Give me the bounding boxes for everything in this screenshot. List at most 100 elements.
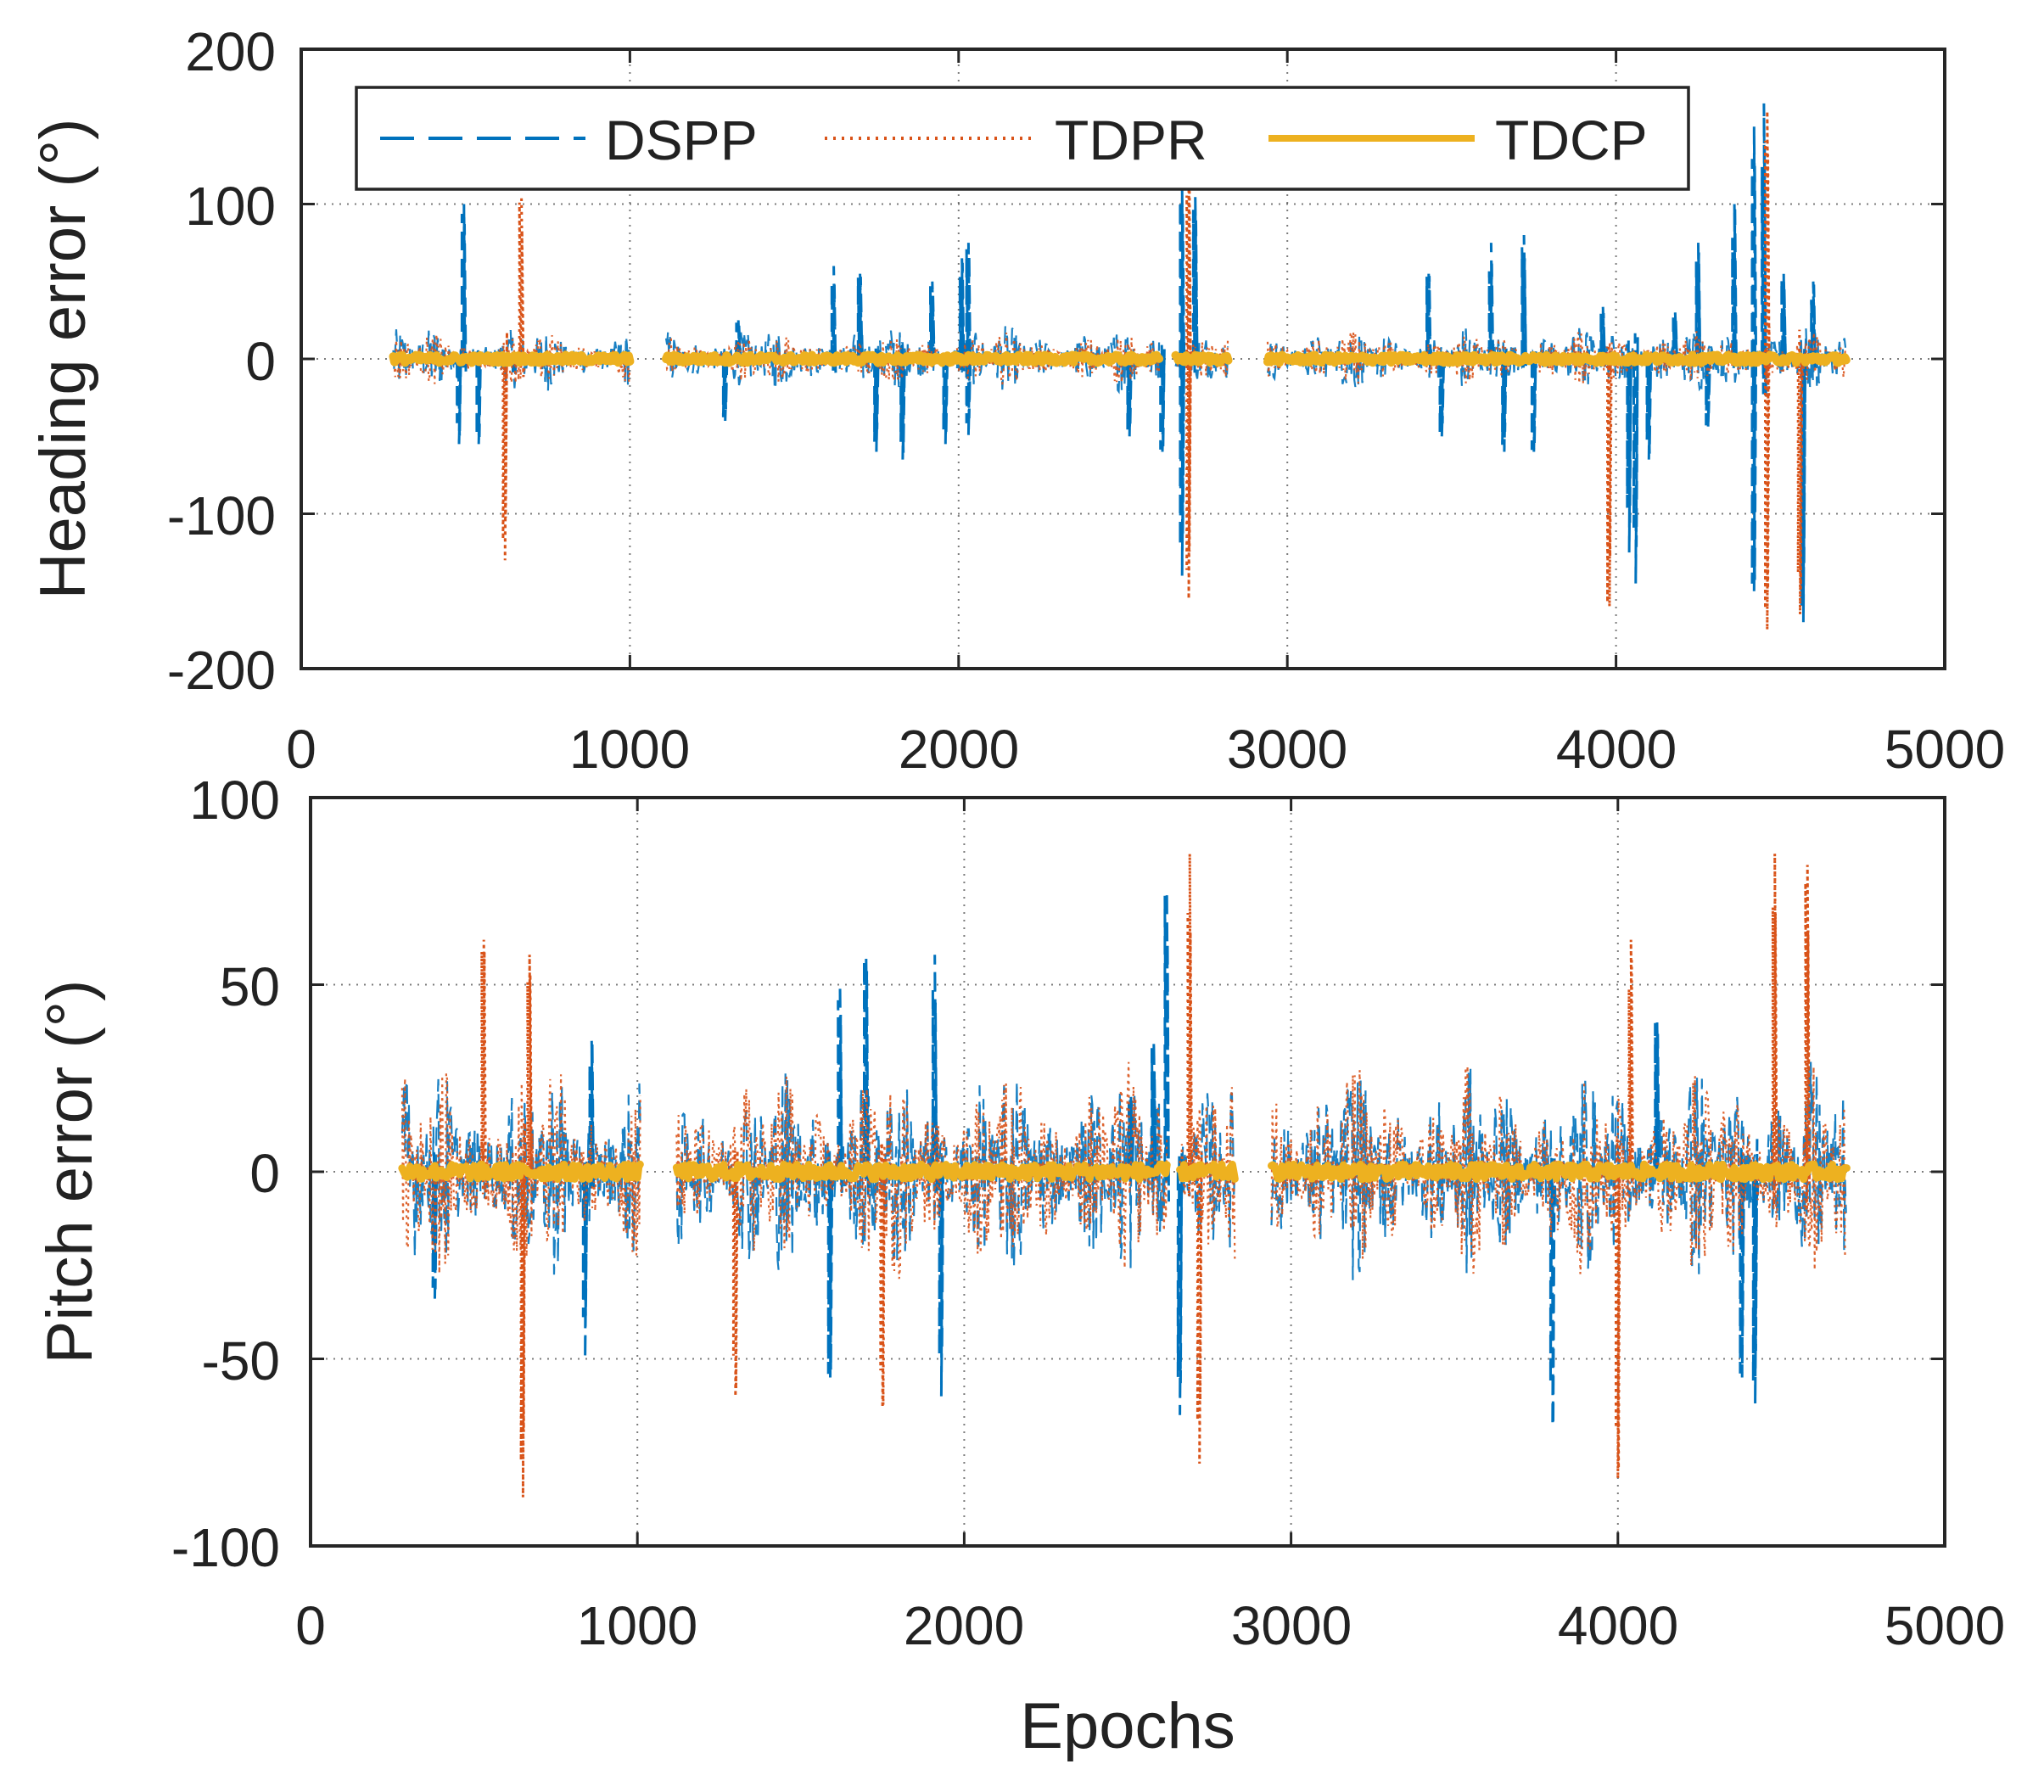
series-tdcp-trace	[1171, 350, 1233, 367]
series-dspp-spike	[1731, 204, 1738, 368]
series-dspp-spike	[942, 355, 949, 445]
series-dspp-spike	[1645, 354, 1653, 460]
series-dspp-spike	[1750, 348, 1758, 591]
series-tdpr-spike	[1606, 344, 1613, 608]
top-xtick-label: 3000	[1227, 719, 1347, 780]
series-dspp-spike	[1159, 344, 1166, 452]
series-tdpr-trace	[1179, 1087, 1236, 1259]
bottom-ylabel: Pitch error (°)	[34, 980, 106, 1364]
series-tdpr-spike	[879, 1142, 886, 1408]
series-dspp-spike	[1694, 243, 1702, 367]
series-dspp-spike	[460, 204, 468, 376]
series-dspp-spike	[1501, 348, 1508, 452]
series-dspp-spike	[475, 350, 482, 445]
series-tdpr-trace	[1270, 1066, 1847, 1274]
series-dspp-spike	[929, 281, 936, 365]
top-xtick-label: 5000	[1884, 719, 2005, 780]
series-dspp-spike	[1739, 1146, 1745, 1378]
bottom-ytick-label: 0	[249, 1143, 280, 1204]
series-dspp-spike	[938, 1160, 945, 1397]
series-dspp-spike	[1487, 243, 1495, 364]
top-ytick-label: 100	[185, 176, 276, 237]
bottom-xlabel: Epochs	[1020, 1690, 1235, 1762]
series-tdcp-trace	[1263, 350, 1851, 367]
series-tdpr-spike	[480, 939, 487, 1201]
series-tdcp-trace	[398, 1160, 644, 1183]
series-dspp-spike	[1599, 305, 1606, 367]
bottom-xtick-label: 5000	[1884, 1595, 2005, 1656]
series-dspp-spike	[931, 955, 938, 1192]
series-dspp-spike	[1672, 312, 1679, 366]
series-dspp-spike	[1179, 338, 1186, 576]
top-ytick-label: -100	[167, 485, 276, 546]
bottom-ytick-label: -50	[202, 1330, 281, 1392]
series-tdcp-trace	[1176, 1160, 1239, 1183]
series-tdpr-spike	[501, 332, 508, 561]
legend: DSPP TDPR TDCP	[355, 86, 1690, 191]
bottom-ytick-label: -100	[171, 1517, 280, 1578]
series-dspp-spike	[1780, 273, 1787, 365]
series-dspp-spike	[1632, 333, 1639, 584]
series-tdpr-spike	[526, 955, 533, 1181]
series-dspp-spike	[721, 351, 729, 422]
series-dspp-spike	[1438, 350, 1446, 437]
series-tdcp-trace	[389, 350, 635, 367]
series-tdpr-spike	[1627, 939, 1634, 1182]
bottom-ytick-label: 100	[189, 770, 280, 831]
series-dspp-spike	[863, 958, 870, 1196]
series-dspp-spike	[456, 349, 462, 445]
legend-label-dspp: DSPP	[605, 109, 758, 171]
series-dspp-spike	[1126, 349, 1134, 437]
bottom-ytick-label: 50	[220, 956, 280, 1017]
series-dspp-spike	[1751, 1139, 1759, 1404]
series-dspp-spike	[1151, 1040, 1157, 1184]
heading-error-panel: 200 100 0 -100 -200 0 1000 2000 3000 400…	[27, 21, 2005, 780]
bottom-xtick-label: 4000	[1558, 1595, 1678, 1656]
bottom-xtick-label: 3000	[1231, 1595, 1352, 1656]
series-tdpr-spike	[1196, 1151, 1203, 1464]
series-dspp-spike	[1176, 1153, 1184, 1415]
top-ytick-label: -200	[167, 640, 276, 701]
series-dspp-spike	[1800, 349, 1807, 623]
top-xtick-label: 1000	[569, 719, 690, 780]
series-dspp-spike	[899, 344, 906, 460]
series-dspp-spike	[965, 350, 972, 437]
top-ytick-label: 0	[245, 331, 276, 392]
legend-label-tdcp: TDCP	[1495, 109, 1648, 171]
series-tdpr-spike	[731, 1150, 739, 1397]
series-dspp-spike	[958, 258, 966, 372]
series-tdpr-spike	[1796, 329, 1804, 615]
series-dspp-spike	[1520, 234, 1527, 368]
series-dspp-spike	[1530, 351, 1537, 452]
series-dspp-spike	[1191, 196, 1199, 373]
top-xtick-label: 4000	[1556, 719, 1677, 780]
top-xtick-label: 0	[286, 719, 316, 780]
series-dspp-spike	[1163, 891, 1170, 1202]
series-dspp-spike	[588, 1040, 596, 1189]
bottom-xtick-label: 1000	[577, 1595, 697, 1656]
series-dspp-spike	[965, 243, 972, 377]
series-dspp-spike	[830, 266, 837, 373]
series-tdcp-trace	[672, 1160, 1171, 1184]
series-dspp-spike	[1626, 340, 1632, 553]
series-tdcp-trace	[662, 350, 1164, 367]
top-ticks	[300, 48, 1946, 670]
series-dspp-spike	[735, 320, 742, 364]
series-dspp-spike	[837, 984, 843, 1193]
series-dspp-spike	[1654, 1022, 1660, 1175]
series-tdpr-spike	[1764, 110, 1771, 379]
pitch-error-panel: 100 50 0 -50 -100 0 1000 2000 3000 4000 …	[34, 770, 2005, 1762]
series-tdpr-spike	[519, 1123, 527, 1498]
series-dspp-spike	[826, 1151, 834, 1378]
series-dspp-spike	[873, 348, 880, 452]
series-tdpr-spike	[1186, 854, 1193, 1197]
series-dspp-spike	[1425, 273, 1432, 370]
series-dspp-spike	[1705, 354, 1711, 429]
series-tdpr-spike	[1771, 854, 1778, 1206]
series-dspp-spike	[1750, 126, 1758, 390]
bottom-ticks	[309, 796, 1946, 1548]
series-tdpr-spike	[1804, 865, 1811, 1211]
top-ylabel: Heading error (°)	[27, 119, 99, 600]
series-dspp-spike	[431, 1152, 439, 1303]
bottom-xtick-label: 2000	[904, 1595, 1024, 1656]
